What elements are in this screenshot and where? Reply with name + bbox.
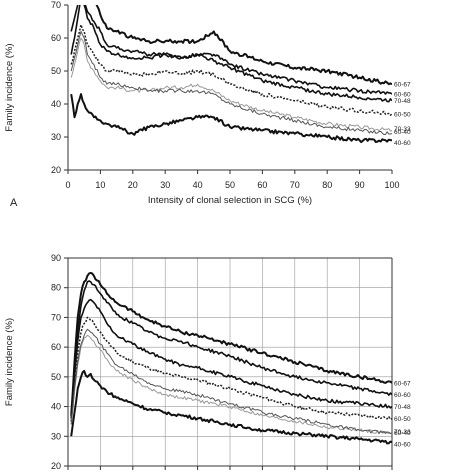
series-label-70-48: 70-48 (394, 404, 411, 411)
series-line-40-60 (70, 93, 392, 144)
series-line-60-40 (70, 328, 392, 435)
series-line-60-60 (70, 280, 392, 419)
series-line-60-67 (71, 5, 392, 86)
series-group (70, 271, 392, 445)
series-group (70, 5, 392, 144)
series-line-60-50 (70, 24, 392, 116)
x-tick-label: 60 (257, 180, 267, 190)
series-line-70-48 (70, 298, 392, 419)
x-tick-label: 90 (355, 180, 365, 190)
y-tick-label: 40 (51, 99, 61, 109)
y-axis-label: Family incidence (%) (4, 43, 15, 131)
series-label-40-60: 40-60 (394, 140, 411, 147)
y-tick-label: 30 (51, 431, 61, 441)
series-label-40-60: 40-60 (394, 442, 411, 449)
series-label-60-67: 60-67 (394, 82, 411, 89)
x-tick-label: 70 (290, 180, 300, 190)
y-tick-label: 80 (51, 283, 61, 293)
x-tick-label: 10 (95, 180, 105, 190)
series-label-60-60: 60-60 (394, 92, 411, 99)
y-tick-label: 70 (51, 0, 61, 10)
y-tick-label: 20 (51, 165, 61, 175)
series-label-60-50: 60-50 (394, 416, 411, 423)
series-label-70-48: 70-48 (394, 98, 411, 105)
x-tick-label: 100 (384, 180, 399, 190)
series-line-60-67 (70, 271, 392, 416)
x-axis-label: Intensity of clonal selection in SCG (%) (148, 195, 312, 206)
series-label-70-33: 70-33 (394, 429, 411, 436)
y-tick-label: 30 (51, 132, 61, 142)
series-label-60-50: 60-50 (394, 111, 411, 118)
y-tick-label: 40 (51, 402, 61, 412)
series-line-40-60 (70, 369, 392, 445)
x-tick-label: 0 (65, 180, 70, 190)
series-line-70-33 (70, 334, 392, 435)
x-tick-label: 20 (128, 180, 138, 190)
series-line-60-50 (70, 316, 392, 422)
y-tick-label: 50 (51, 66, 61, 76)
y-tick-label: 60 (51, 342, 61, 352)
series-line-60-60 (70, 5, 392, 95)
series-label-60-40: 60-40 (394, 129, 411, 136)
x-tick-label: 50 (225, 180, 235, 190)
y-tick-label: 20 (51, 461, 61, 471)
x-tick-label: 80 (322, 180, 332, 190)
x-tick-label: 30 (160, 180, 170, 190)
chart-panel-2: 01020304050607080901002030405060708090Fa… (4, 253, 411, 471)
y-tick-label: 50 (51, 372, 61, 382)
series-label-60-67: 60-67 (394, 380, 411, 387)
series-line-70-33 (70, 37, 392, 132)
series-line-60-40 (70, 30, 392, 135)
series-label-60-60: 60-60 (394, 392, 411, 399)
series-label-60-40: 60-40 (394, 430, 411, 437)
chart-panel-1: 0 10 20 30 40 50 60 70 80 90 100 20 30 40 50 60 70 Intens… (4, 0, 411, 209)
series-label-70-33: 70-33 (394, 126, 411, 133)
y-tick-label: 70 (51, 312, 61, 322)
x-tick-label: 40 (193, 180, 203, 190)
y-axis-label: Family incidence (%) (4, 318, 15, 406)
y-tick-label: 90 (51, 253, 61, 263)
y-tick-label: 60 (51, 33, 61, 43)
panel-label: A (10, 197, 18, 209)
series-line-70-48 (70, 5, 392, 103)
